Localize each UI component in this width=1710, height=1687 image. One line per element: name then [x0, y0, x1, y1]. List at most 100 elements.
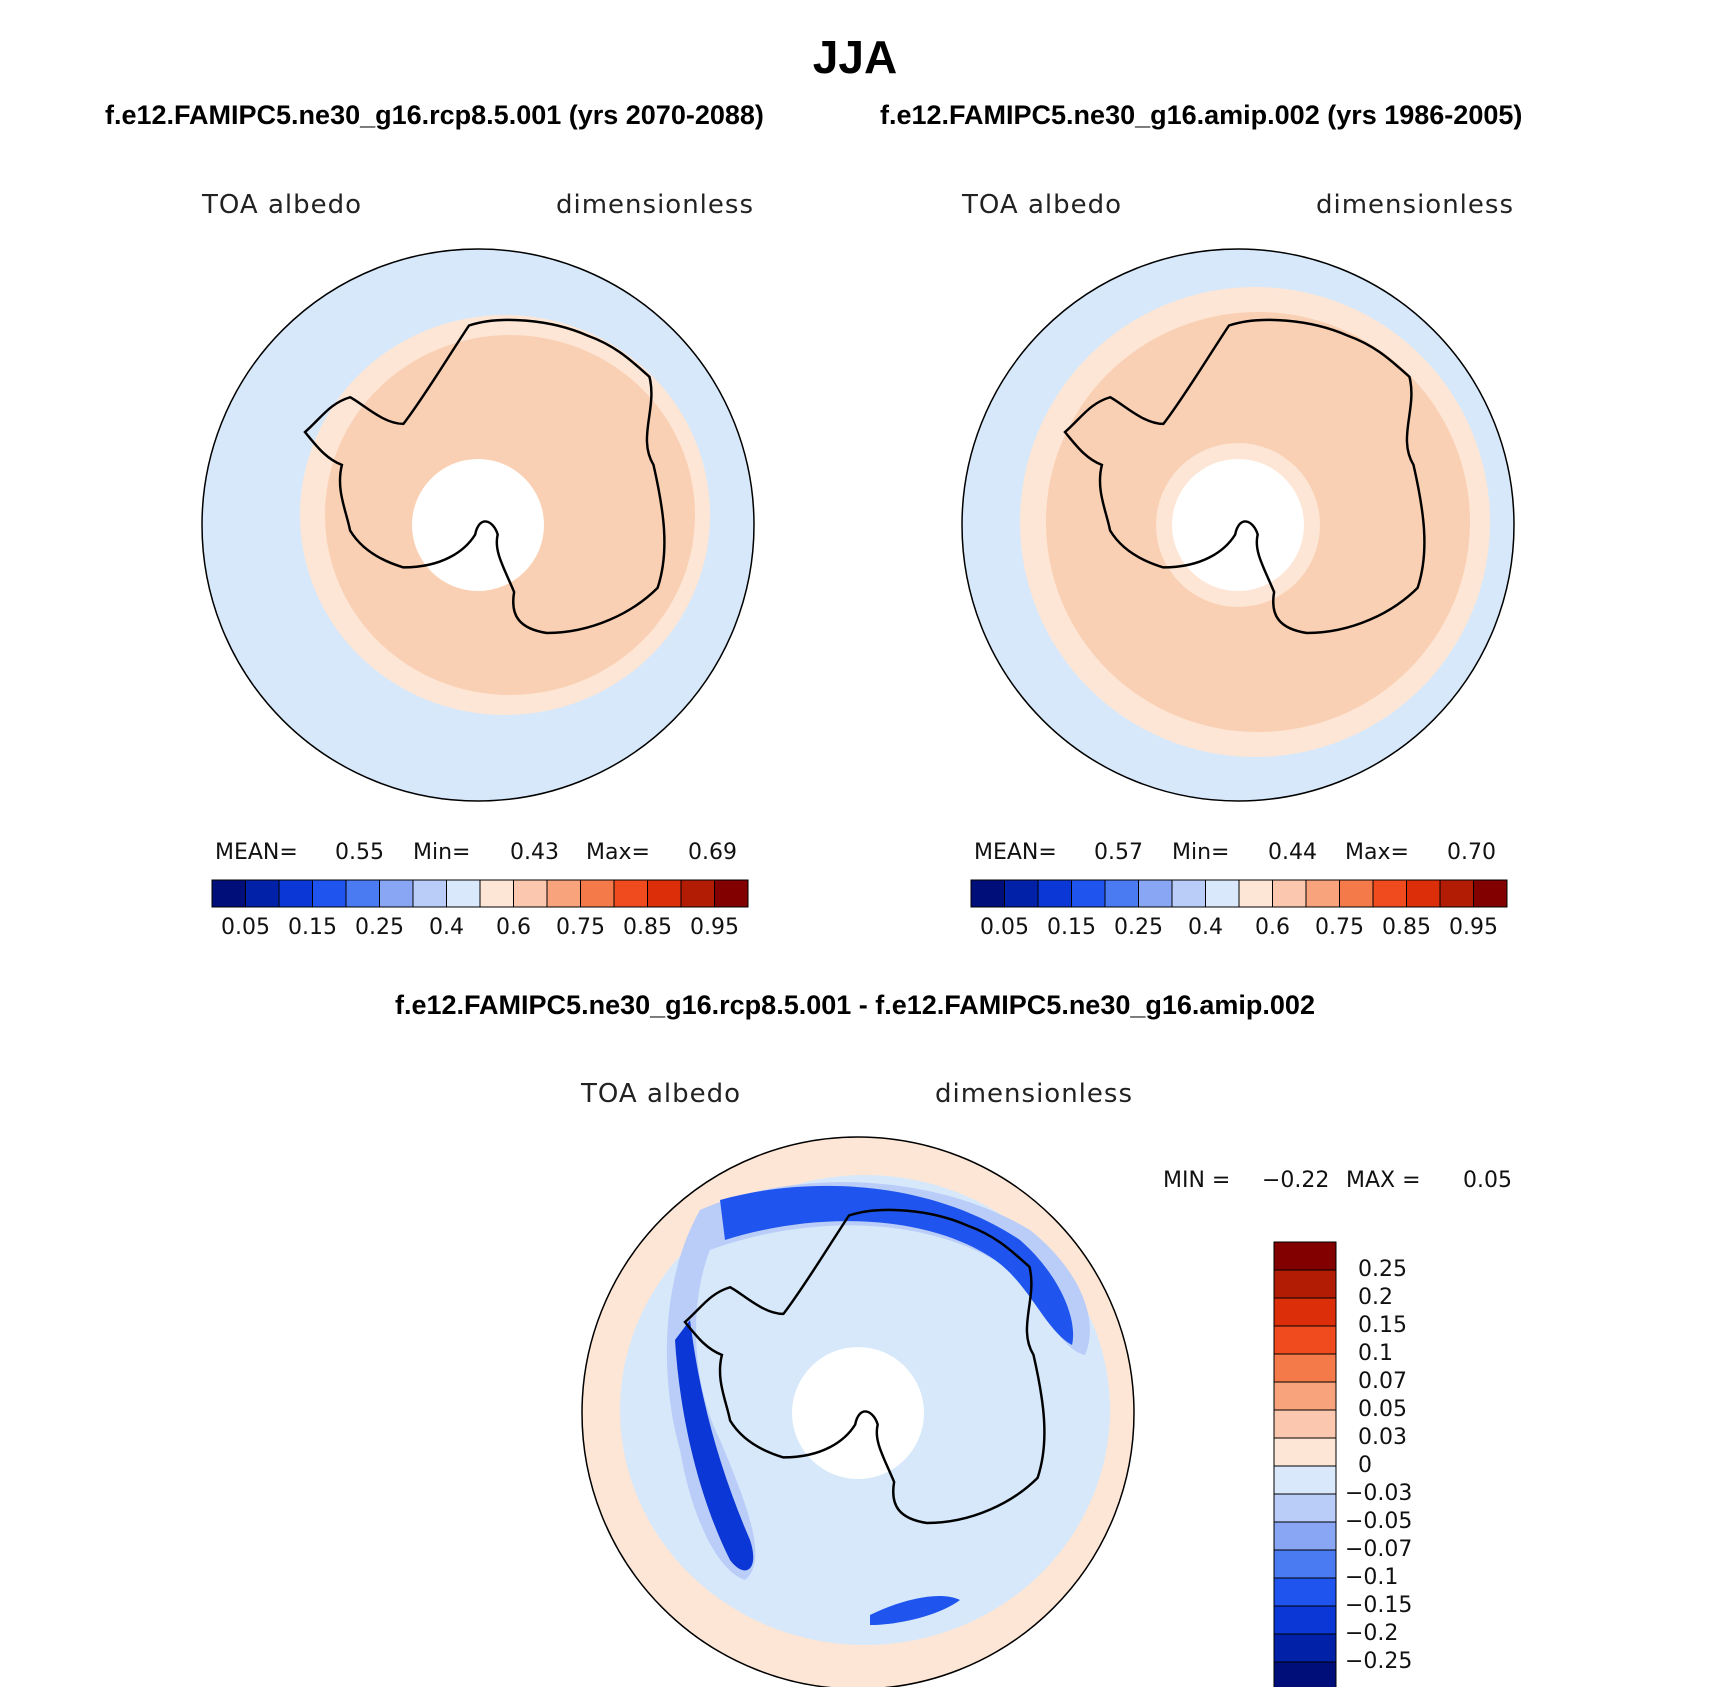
panel-2-colorbar-swatch	[1238, 879, 1273, 908]
panel-2-map-border	[961, 248, 1515, 802]
difference-colorbar-swatch	[1273, 1353, 1337, 1383]
difference-colorbar	[1273, 1241, 1337, 1687]
panel-1-case-title: f.e12.FAMIPC5.ne30_g16.rcp8.5.001 (yrs 2…	[105, 100, 764, 130]
panel-2-case-title: f.e12.FAMIPC5.ne30_g16.amip.002 (yrs 198…	[880, 100, 1523, 130]
difference-colorbar-tick-label: 0.1	[1358, 1341, 1393, 1366]
panel-1-mean-label: MEAN=	[215, 840, 298, 865]
panel-1-max-label: Max=	[586, 840, 650, 865]
panel-1-map	[202, 249, 754, 801]
panel-2-colorbar-tick-label: 0.85	[1382, 915, 1431, 940]
panel-2-colorbar-tick-label: 0.6	[1255, 915, 1290, 940]
difference-colorbar-tick-label: −0.05	[1345, 1509, 1413, 1534]
difference-colorbar-swatch	[1273, 1297, 1337, 1327]
panel-2-colorbar-swatch	[970, 879, 1005, 908]
panel-1-mean-value: 0.55	[335, 840, 384, 865]
panel-1-units-label: dimensionless	[556, 190, 754, 220]
difference-colorbar-tick-label: 0.15	[1358, 1313, 1407, 1338]
panel-2-mean-value: 0.57	[1094, 840, 1143, 865]
panel-1-colorbar-swatch	[345, 879, 380, 908]
panel-1-variable-label: TOA albedo	[202, 190, 363, 220]
difference-colorbar-tick-label: 0.25	[1358, 1257, 1407, 1282]
panel-2-colorbar-tick-label: 0.75	[1315, 915, 1364, 940]
panel-1-colorbar-tick-label: 0.95	[690, 915, 739, 940]
panel-2-colorbar-tick-label: 0.25	[1114, 915, 1163, 940]
panel-2-colorbar-swatch	[1071, 879, 1106, 908]
difference-colorbar-swatch	[1273, 1465, 1337, 1495]
panel-1-colorbar-tick-label: 0.25	[355, 915, 404, 940]
panel-2-units-label: dimensionless	[1316, 190, 1514, 220]
difference-units-label: dimensionless	[935, 1079, 1133, 1109]
difference-map-border	[581, 1136, 1135, 1687]
panel-2-colorbar-swatch	[1372, 879, 1407, 908]
panel-1-colorbar-swatch	[312, 879, 347, 908]
difference-colorbar-tick-label: −0.2	[1345, 1621, 1399, 1646]
panel-2-min-label: Min=	[1172, 840, 1230, 865]
panel-2-colorbar-swatch	[1272, 879, 1307, 908]
panel-1-colorbar-swatch	[245, 879, 280, 908]
panel-2-max-value: 0.70	[1447, 840, 1496, 865]
panel-2-mean-label: MEAN=	[974, 840, 1057, 865]
difference-colorbar-swatch	[1273, 1437, 1337, 1467]
panel-2-colorbar	[970, 879, 1508, 908]
difference-colorbar-swatch	[1273, 1633, 1337, 1663]
difference-title: f.e12.FAMIPC5.ne30_g16.rcp8.5.001 - f.e1…	[395, 990, 1315, 1020]
difference-colorbar-tick-label: −0.15	[1345, 1593, 1413, 1618]
difference-colorbar-swatch	[1273, 1521, 1337, 1551]
difference-map	[582, 1137, 1134, 1687]
panel-2-colorbar-tick-label: 0.05	[980, 915, 1029, 940]
difference-colorbar-swatch	[1273, 1381, 1337, 1411]
panel-1-colorbar-swatch	[513, 879, 548, 908]
difference-colorbar-swatch	[1273, 1577, 1337, 1607]
panel-2-min-value: 0.44	[1268, 840, 1317, 865]
difference-colorbar-swatch	[1273, 1605, 1337, 1635]
difference-colorbar-tick-label: −0.03	[1345, 1481, 1413, 1506]
panel-1-colorbar-tick-label: 0.6	[496, 915, 531, 940]
panel-1-colorbar-swatch	[647, 879, 682, 908]
panel-1-colorbar-tick-label: 0.15	[288, 915, 337, 940]
difference-max-label: MAX =	[1346, 1168, 1421, 1193]
difference-colorbar-tick-label: 0.07	[1358, 1369, 1407, 1394]
panel-1-max-value: 0.69	[688, 840, 737, 865]
difference-colorbar-swatch	[1273, 1325, 1337, 1355]
difference-min-label: MIN =	[1163, 1168, 1231, 1193]
panel-2-colorbar-swatch	[1037, 879, 1072, 908]
difference-max-value: 0.05	[1463, 1168, 1512, 1193]
difference-colorbar-swatch	[1273, 1269, 1337, 1299]
difference-variable-label: TOA albedo	[581, 1079, 742, 1109]
panel-1-colorbar-swatch	[211, 879, 246, 908]
panel-1-colorbar-swatch	[613, 879, 648, 908]
panel-2-colorbar-swatch	[1439, 879, 1474, 908]
panel-1-colorbar-swatch	[479, 879, 514, 908]
difference-colorbar-swatch	[1273, 1661, 1337, 1687]
figure-title: JJA	[812, 31, 898, 83]
difference-colorbar-tick-label: 0	[1358, 1453, 1372, 1478]
panel-1-colorbar-tick-label: 0.75	[556, 915, 605, 940]
panel-1-colorbar-tick-label: 0.4	[429, 915, 464, 940]
panel-1-colorbar	[211, 879, 749, 908]
difference-colorbar-tick-label: 0.2	[1358, 1285, 1393, 1310]
panel-1-colorbar-swatch	[278, 879, 313, 908]
panel-1-colorbar-swatch	[379, 879, 414, 908]
difference-colorbar-tick-label: 0.03	[1358, 1425, 1407, 1450]
difference-colorbar-tick-label: 0.05	[1358, 1397, 1407, 1422]
panel-2-colorbar-swatch	[1473, 879, 1508, 908]
difference-colorbar-tick-label: −0.1	[1345, 1565, 1399, 1590]
panel-1-colorbar-swatch	[580, 879, 615, 908]
panel-2-colorbar-tick-label: 0.15	[1047, 915, 1096, 940]
panel-1-colorbar-swatch	[446, 879, 481, 908]
difference-colorbar-swatch	[1273, 1493, 1337, 1523]
panel-1-min-label: Min=	[413, 840, 471, 865]
panel-2-colorbar-swatch	[1406, 879, 1441, 908]
panel-2-colorbar-swatch	[1305, 879, 1340, 908]
panel-1-colorbar-tick-label: 0.05	[221, 915, 270, 940]
panel-2-colorbar-swatch	[1104, 879, 1139, 908]
panel-2-colorbar-swatch	[1004, 879, 1039, 908]
difference-colorbar-tick-label: −0.25	[1345, 1649, 1413, 1674]
difference-colorbar-tick-label: −0.07	[1345, 1537, 1413, 1562]
panel-1-colorbar-swatch	[714, 879, 749, 908]
panel-2-max-label: Max=	[1345, 840, 1409, 865]
panel-2-colorbar-tick-label: 0.95	[1449, 915, 1498, 940]
panel-2-colorbar-tick-label: 0.4	[1188, 915, 1223, 940]
difference-colorbar-swatch	[1273, 1409, 1337, 1439]
